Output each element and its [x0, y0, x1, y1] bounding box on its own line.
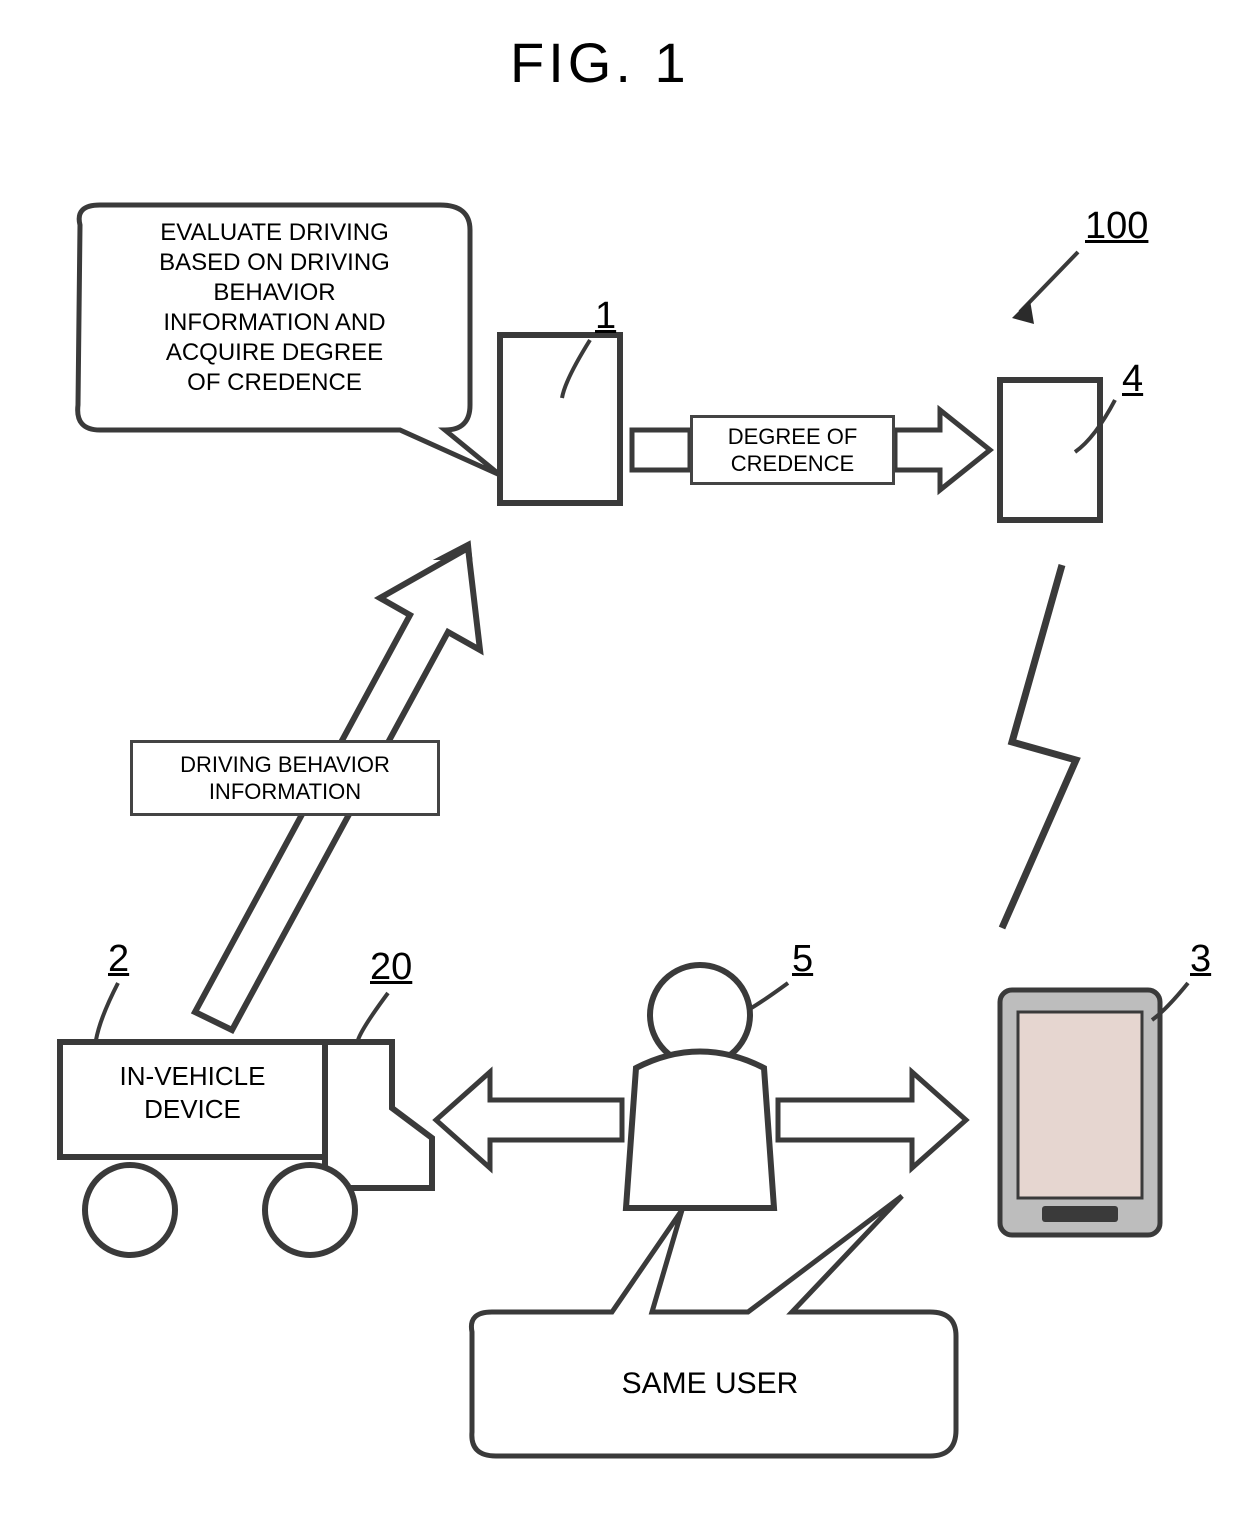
- label-driving-behavior-info: DRIVING BEHAVIOR INFORMATION: [130, 740, 440, 816]
- label-degree-of-credence: DEGREE OF CREDENCE: [690, 415, 895, 485]
- leader-ref-1: [562, 340, 590, 398]
- person-body: [626, 1052, 774, 1209]
- phone-home-button: [1042, 1206, 1118, 1222]
- arrow-degree-right-shape: [895, 410, 990, 490]
- arrow-degree-left-shape: [632, 430, 690, 470]
- server-box-4: [1000, 380, 1100, 520]
- person-head: [650, 965, 750, 1065]
- ref-2: 2: [108, 938, 129, 981]
- leader-ref-3: [1152, 983, 1188, 1020]
- ref-20: 20: [370, 946, 412, 989]
- label-in-vehicle-device: IN-VEHICLE DEVICE: [70, 1060, 315, 1125]
- phone-body: [1000, 990, 1160, 1235]
- speech-bubble-same-user: [471, 1196, 956, 1456]
- arrowhead-ref-100: [1012, 300, 1034, 324]
- speech-text-evaluate: EVALUATE DRIVING BASED ON DRIVING BEHAVI…: [92, 218, 457, 398]
- truck-wheel-2: [265, 1165, 355, 1255]
- ref-100: 100: [1085, 205, 1148, 248]
- figure-title: FIG. 1: [510, 30, 690, 95]
- server-box-1: [500, 335, 620, 503]
- arrow-user-left: [436, 1072, 622, 1168]
- leader-ref-20: [358, 993, 388, 1040]
- ref-4: 4: [1122, 358, 1143, 401]
- phone-screen: [1018, 1012, 1142, 1198]
- ref-5: 5: [792, 938, 813, 981]
- leader-ref-2: [96, 983, 118, 1040]
- ref-1: 1: [595, 295, 616, 338]
- arrow-degree-left: [632, 422, 690, 478]
- speech-text-same-user: SAME USER: [560, 1365, 860, 1403]
- leader-ref-5: [748, 983, 788, 1010]
- diagram-canvas: FIG. 1: [0, 0, 1240, 1514]
- leader-ref-100: [1020, 252, 1078, 312]
- leader-ref-4: [1075, 400, 1115, 452]
- ref-3: 3: [1190, 938, 1211, 981]
- truck-cab: [325, 1042, 432, 1188]
- arrow-user-right: [778, 1072, 966, 1168]
- wireless-link: [1002, 565, 1076, 928]
- truck-wheel-1: [85, 1165, 175, 1255]
